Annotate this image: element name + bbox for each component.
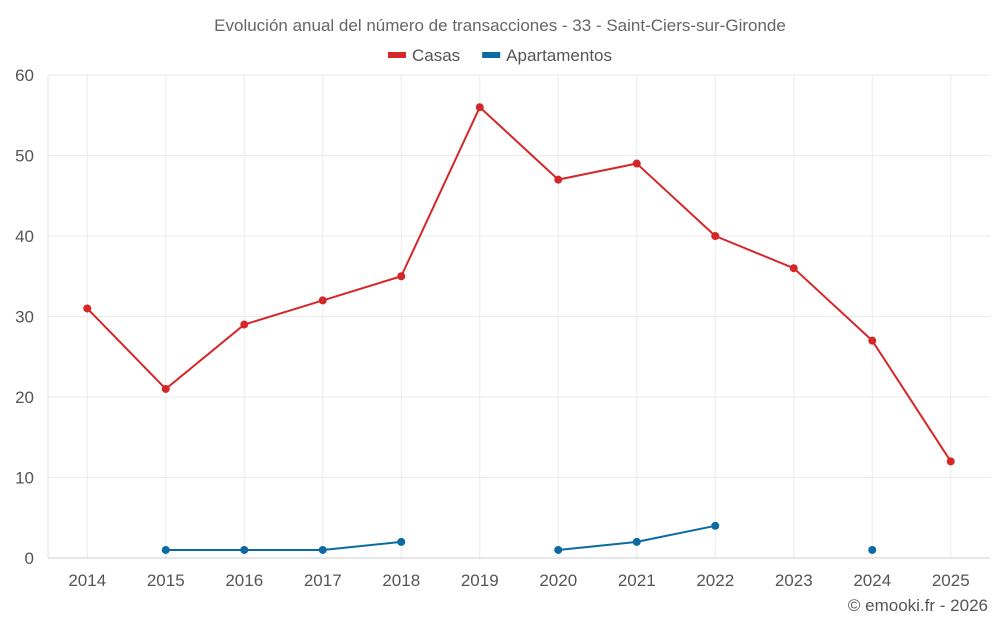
data-point[interactable] [946, 457, 955, 466]
x-tick-label: 2015 [147, 571, 185, 590]
x-tick-label: 2014 [68, 571, 106, 590]
y-tick-label: 10 [15, 469, 34, 488]
data-point[interactable] [318, 545, 327, 554]
series-line [165, 540, 402, 551]
data-point[interactable] [397, 537, 406, 546]
data-point[interactable] [868, 545, 877, 554]
y-tick-label: 0 [25, 549, 34, 568]
x-tick-label: 2025 [932, 571, 970, 590]
series-line [86, 106, 952, 462]
x-tick-label: 2016 [225, 571, 263, 590]
series-layer [83, 103, 955, 554]
chart-title: Evolución anual del número de transaccio… [214, 16, 786, 35]
y-tick-label: 30 [15, 308, 34, 327]
series-casas [83, 103, 955, 466]
y-tick-label: 20 [15, 388, 34, 407]
data-point[interactable] [397, 272, 406, 281]
x-tick-label: 2020 [539, 571, 577, 590]
axes: 0 10 20 30 40 50 60 2014 2015 2016 2017 2018 2019 202… [15, 66, 970, 590]
data-point[interactable] [161, 545, 170, 554]
legend: Casas Apartamentos [387, 46, 612, 65]
legend-swatch [482, 52, 501, 58]
data-point[interactable] [318, 296, 327, 305]
legend-item-apartamentos[interactable]: Apartamentos [482, 46, 612, 65]
data-point[interactable] [240, 320, 249, 329]
data-point[interactable] [554, 545, 563, 554]
x-tick-label: 2018 [382, 571, 420, 590]
x-tick-label: 2022 [696, 571, 734, 590]
data-point[interactable] [711, 232, 720, 240]
y-tick-label: 50 [15, 147, 34, 166]
legend-item-casas[interactable]: Casas [387, 46, 460, 65]
x-tick-label: 2017 [304, 571, 342, 590]
credit-text: © emooki.fr - 2026 [848, 596, 988, 615]
data-point[interactable] [632, 537, 641, 546]
legend-swatch [387, 52, 406, 58]
data-point[interactable] [789, 264, 798, 273]
legend-label: Casas [412, 46, 460, 65]
x-tick-label: 2021 [618, 571, 656, 590]
y-tick-label: 40 [15, 227, 34, 246]
data-point[interactable] [83, 304, 92, 313]
data-point[interactable] [240, 545, 249, 554]
data-point[interactable] [711, 521, 720, 530]
legend-label: Apartamentos [506, 46, 612, 65]
x-tick-label: 2019 [461, 571, 499, 590]
data-point[interactable] [632, 159, 641, 168]
series-apartamentos [161, 521, 877, 554]
x-tick-label: 2024 [853, 571, 891, 590]
grid [48, 74, 990, 559]
x-tick-label: 2023 [775, 571, 813, 590]
data-point[interactable] [868, 336, 877, 345]
data-point[interactable] [161, 384, 170, 393]
data-point[interactable] [475, 103, 484, 112]
y-tick-label: 60 [15, 66, 34, 85]
data-point[interactable] [554, 175, 563, 184]
